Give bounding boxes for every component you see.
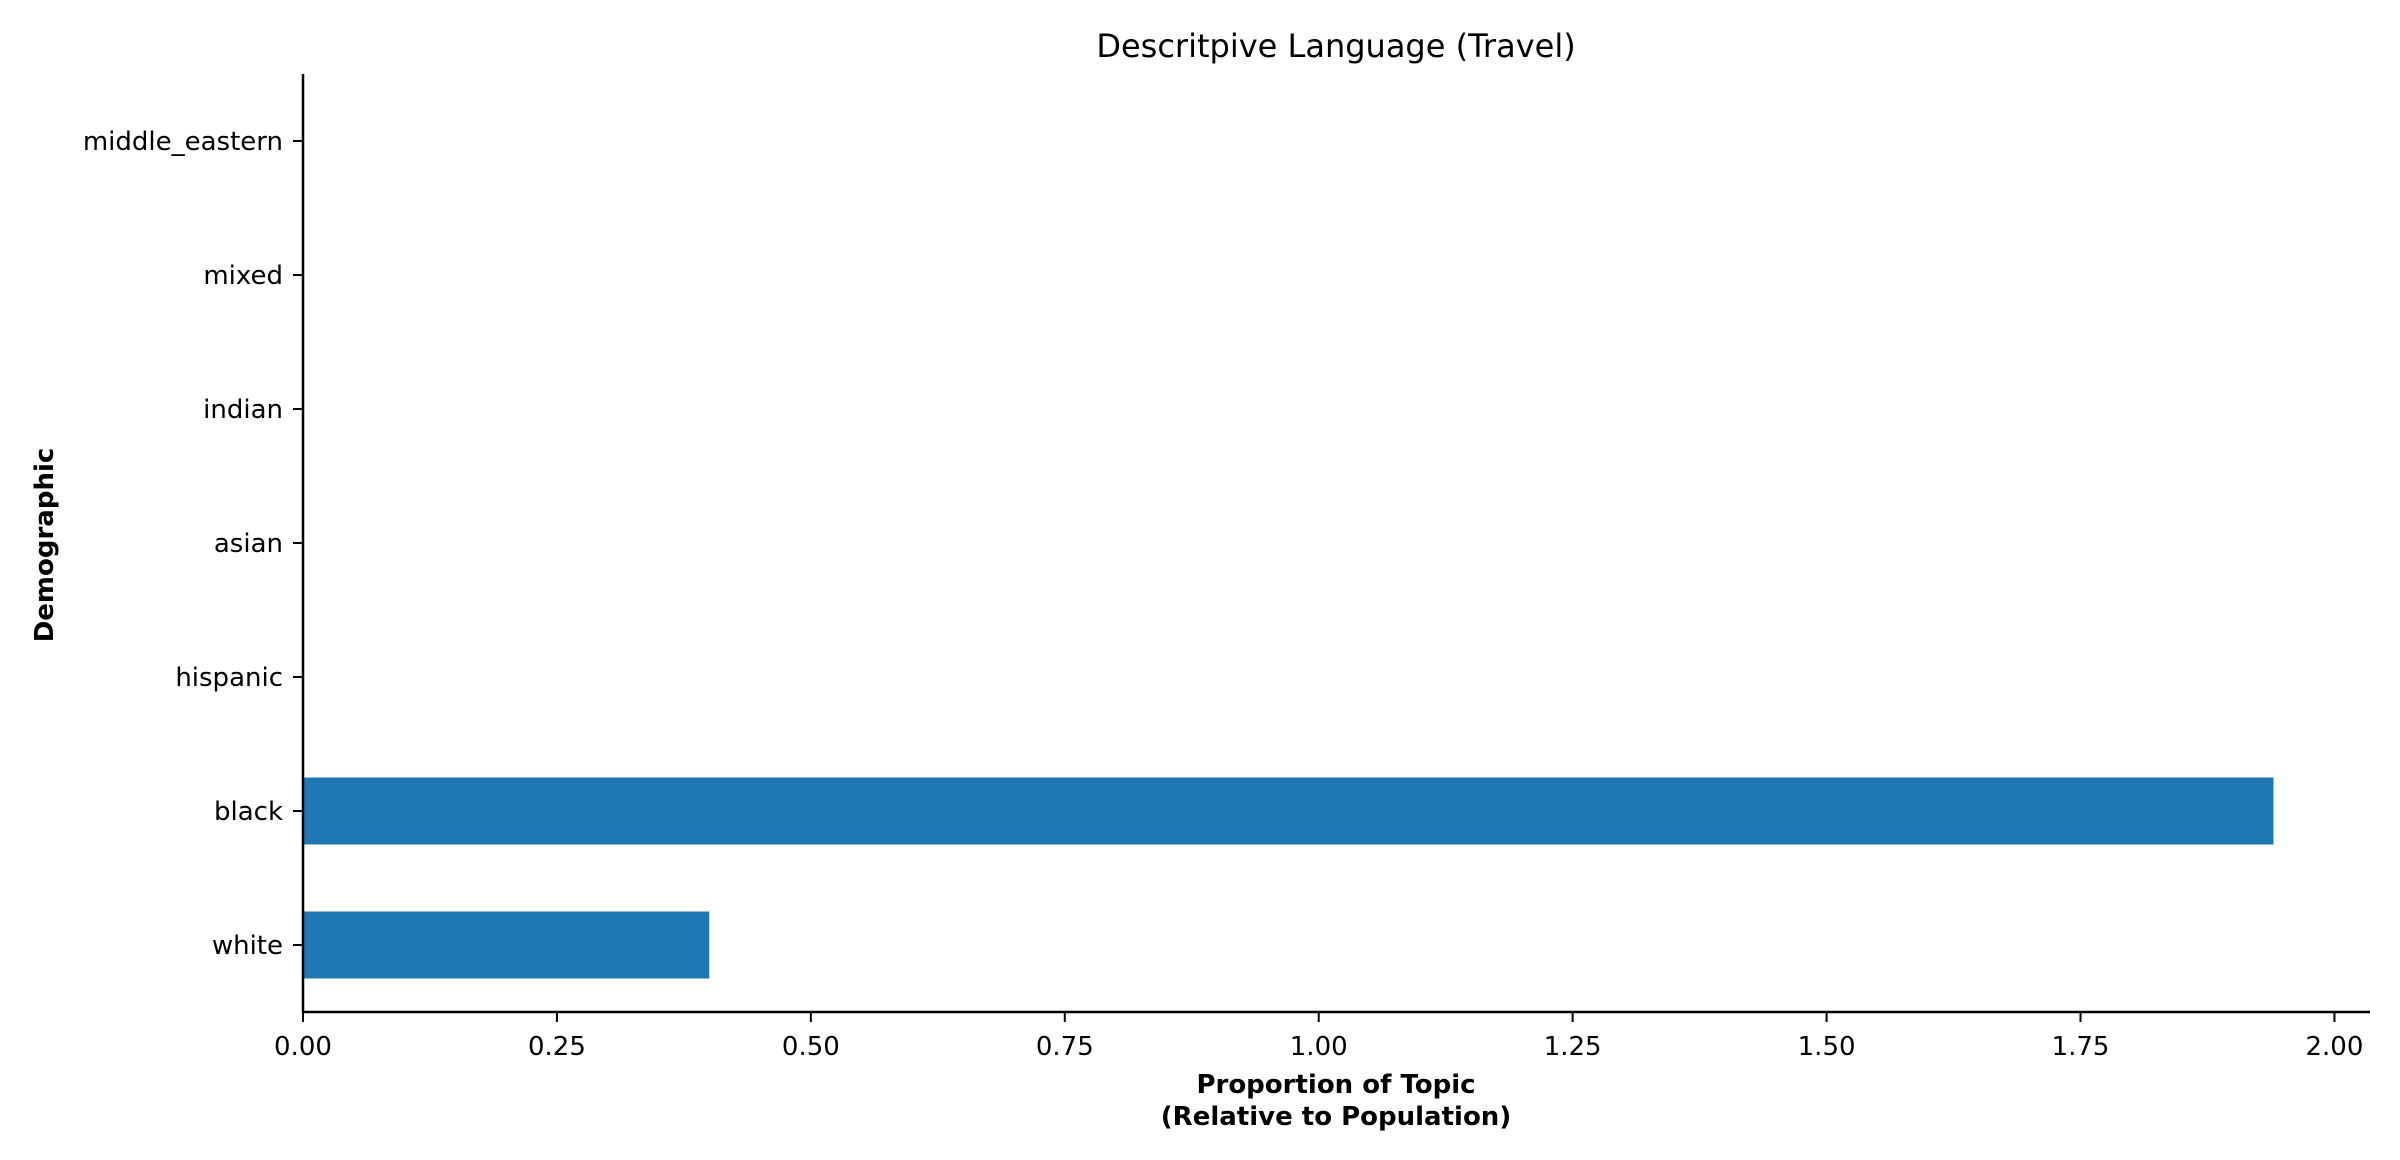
bar-white: [303, 911, 710, 979]
y-tick-label: middle_eastern: [83, 127, 283, 157]
x-tick-label: 1.25: [1544, 1032, 1602, 1062]
y-tick-label: mixed: [203, 261, 283, 291]
bar-black: [303, 777, 2274, 845]
y-tick-label: white: [212, 931, 283, 961]
chart-title: Descritpive Language (Travel): [1096, 27, 1575, 65]
y-tick-label: asian: [214, 529, 283, 559]
bars-group: [303, 777, 2274, 979]
x-axis-label-line-2: (Relative to Population): [1161, 1102, 1511, 1132]
x-tick-label: 0.75: [1036, 1032, 1094, 1062]
y-tick-label: black: [214, 797, 283, 827]
x-tick-label: 1.00: [1290, 1032, 1348, 1062]
y-tick-label: hispanic: [175, 663, 283, 693]
x-ticks-group: 0.00 0.25 0.50 0.75 1.00 1.25 1.50 1.75 2.00: [274, 1012, 2363, 1062]
x-tick-label: 0.50: [782, 1032, 840, 1062]
x-axis-label-line-1: Proportion of Topic: [1196, 1070, 1475, 1100]
x-tick-label: 1.75: [2052, 1032, 2110, 1062]
x-tick-label: 1.50: [1798, 1032, 1856, 1062]
x-tick-label: 0.25: [528, 1032, 586, 1062]
y-ticks-group: white black hispanic asian indian mixed middle…: [83, 127, 303, 961]
y-axis-label: Demographic: [30, 448, 60, 643]
x-tick-label: 2.00: [2306, 1032, 2364, 1062]
x-tick-label: 0.00: [274, 1032, 332, 1062]
y-tick-label: indian: [203, 395, 283, 425]
